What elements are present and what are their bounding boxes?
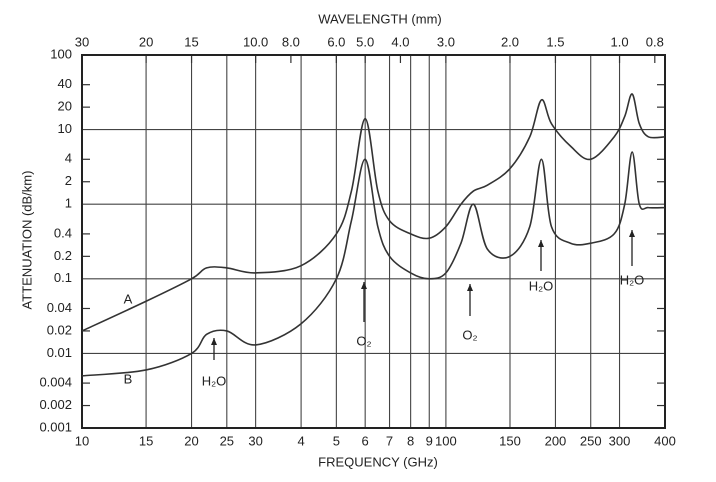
annotation-arrowhead	[211, 338, 217, 345]
series-line	[81, 151, 666, 377]
x-tick-label: 9	[426, 433, 433, 448]
x2-tick-label: 4.0	[391, 34, 409, 49]
x2-tick-label: 10.0	[243, 34, 268, 49]
x2-tick-label: 0.8	[646, 34, 664, 49]
x-tick-label: 300	[609, 433, 631, 448]
annotation-arrowhead	[629, 230, 635, 237]
y-tick-label: 10	[58, 121, 72, 136]
x-tick-label: 15	[139, 433, 153, 448]
x2-tick-label: 1.0	[610, 34, 628, 49]
x-tick-label: 30	[248, 433, 262, 448]
x2-tick-label: 1.5	[546, 34, 564, 49]
y-tick-label: 20	[58, 99, 72, 114]
y-tick-label: 40	[58, 76, 72, 91]
x-axis-title: FREQUENCY (GHz)	[318, 454, 438, 469]
plot-frame	[81, 54, 666, 429]
annotation: H₂O	[620, 272, 645, 287]
annotation: O₂	[356, 333, 371, 348]
annotation-arrowhead	[361, 282, 367, 289]
x2-axis-title: WAVELENGTH (mm)	[318, 11, 442, 26]
y-tick-label: 0.004	[39, 375, 72, 390]
x-tick-label: 100	[435, 433, 457, 448]
annotation-arrowhead	[467, 284, 473, 291]
x-tick-label: 4	[297, 433, 304, 448]
y-tick-label: 0.01	[47, 345, 72, 360]
x2-tick-label: 20	[139, 34, 153, 49]
x2-tick-label: 8.0	[282, 34, 300, 49]
y-axis-title: ATTENUATION (dB/km)	[19, 171, 34, 310]
y-tick-label: 0.001	[39, 419, 72, 434]
series-label: B	[124, 371, 133, 386]
x2-tick-label: 15	[184, 34, 198, 49]
annotation-arrowhead	[538, 240, 544, 247]
y-tick-label: 0.2	[54, 248, 72, 263]
y-tick-label: 2	[65, 173, 72, 188]
x-tick-label: 20	[184, 433, 198, 448]
x-tick-label: 400	[654, 433, 676, 448]
x2-tick-label: 30	[75, 34, 89, 49]
y-tick-label: 0.02	[47, 322, 72, 337]
x-tick-label: 250	[580, 433, 602, 448]
x-tick-label: 7	[386, 433, 393, 448]
y-tick-label: 100	[50, 46, 72, 61]
x2-tick-label: 6.0	[327, 34, 345, 49]
y-tick-label: 4	[65, 151, 72, 166]
x-tick-label: 5	[333, 433, 340, 448]
x-tick-label: 150	[499, 433, 521, 448]
y-tick-label: 0.04	[47, 300, 72, 315]
x-tick-label: 6	[362, 433, 369, 448]
x2-tick-label: 2.0	[501, 34, 519, 49]
x-tick-label: 200	[545, 433, 567, 448]
y-tick-label: 0.002	[39, 397, 72, 412]
annotation: H₂O	[202, 373, 227, 388]
x-tick-label: 25	[220, 433, 234, 448]
x-tick-label: 10	[75, 433, 89, 448]
y-tick-label: 0.4	[54, 225, 72, 240]
annotation: O₂	[462, 327, 477, 342]
x2-tick-label: 5.0	[356, 34, 374, 49]
y-tick-label: 1	[65, 196, 72, 211]
annotation: H₂O	[529, 278, 554, 293]
series-line	[81, 93, 666, 332]
y-tick-label: 0.1	[54, 270, 72, 285]
x2-tick-label: 3.0	[437, 34, 455, 49]
x-tick-label: 8	[407, 433, 414, 448]
series-label: A	[124, 291, 133, 306]
